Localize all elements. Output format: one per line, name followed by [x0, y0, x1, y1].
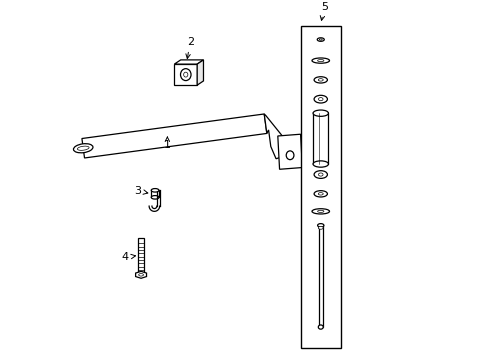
Bar: [151, 190, 159, 197]
Ellipse shape: [317, 210, 323, 212]
Ellipse shape: [319, 39, 322, 40]
Ellipse shape: [317, 59, 323, 62]
Ellipse shape: [183, 72, 187, 77]
Ellipse shape: [313, 77, 327, 83]
Ellipse shape: [313, 171, 327, 179]
Polygon shape: [174, 64, 197, 85]
Polygon shape: [135, 271, 146, 278]
Ellipse shape: [77, 146, 89, 150]
Polygon shape: [264, 114, 286, 159]
Polygon shape: [82, 114, 266, 158]
Text: 4: 4: [122, 252, 135, 262]
Text: 3: 3: [134, 186, 147, 196]
Polygon shape: [138, 238, 143, 272]
Ellipse shape: [139, 274, 143, 276]
Ellipse shape: [312, 110, 328, 116]
Ellipse shape: [318, 78, 323, 81]
Ellipse shape: [285, 151, 293, 159]
Polygon shape: [197, 60, 203, 85]
Polygon shape: [277, 134, 302, 169]
Text: 2: 2: [185, 37, 193, 59]
Bar: [300, 26, 340, 348]
Ellipse shape: [318, 226, 323, 229]
Ellipse shape: [318, 193, 323, 195]
Ellipse shape: [317, 224, 323, 227]
Ellipse shape: [311, 58, 329, 63]
Text: 1: 1: [163, 137, 170, 150]
Ellipse shape: [151, 189, 159, 192]
Ellipse shape: [73, 144, 93, 153]
Text: 5: 5: [320, 2, 327, 21]
Ellipse shape: [312, 161, 328, 167]
Bar: [312, 113, 328, 164]
Ellipse shape: [180, 69, 191, 81]
Ellipse shape: [313, 191, 327, 197]
Bar: [318, 225, 322, 327]
Ellipse shape: [311, 209, 329, 214]
Ellipse shape: [318, 98, 323, 101]
Ellipse shape: [317, 38, 324, 41]
Polygon shape: [174, 60, 203, 64]
Ellipse shape: [151, 195, 159, 199]
Ellipse shape: [313, 95, 327, 103]
Ellipse shape: [318, 173, 323, 176]
Ellipse shape: [318, 325, 323, 329]
